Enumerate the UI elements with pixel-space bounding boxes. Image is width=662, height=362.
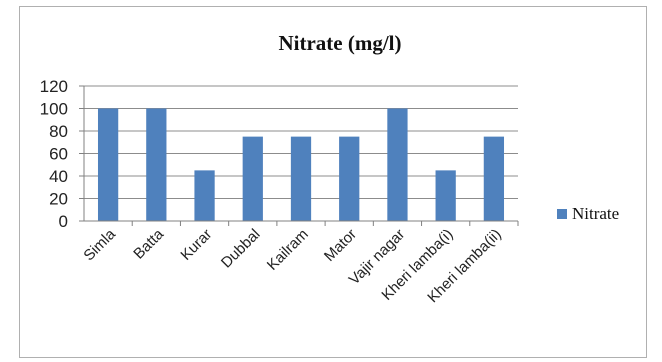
- legend-swatch-nitrate: [557, 209, 567, 219]
- bar-kailram: [290, 136, 312, 221]
- y-tick-label: 0: [59, 212, 68, 231]
- bar-batta: [146, 108, 167, 221]
- bars: [97, 108, 505, 221]
- x-category-label: Kurar: [177, 226, 215, 264]
- y-tick-label: 120: [40, 77, 68, 96]
- legend-label-nitrate: Nitrate: [572, 204, 619, 223]
- y-tick-label: 80: [49, 122, 68, 141]
- x-category-label: Kailram: [264, 226, 312, 274]
- bar-simla: [97, 108, 119, 221]
- y-tick-label: 20: [49, 190, 68, 209]
- chart-frame: [19, 6, 647, 358]
- y-tick-label: 40: [49, 167, 68, 186]
- y-tick-label: 60: [49, 145, 68, 164]
- bar-kurar: [194, 170, 215, 221]
- x-category-label: Batta: [130, 225, 167, 262]
- bar-kheri-lamba-i-: [435, 170, 456, 221]
- bar-vajir-nagar: [387, 108, 408, 221]
- y-tick-label: 100: [40, 100, 68, 119]
- bar-kheri-lamba-ii-: [483, 136, 505, 221]
- x-category-label: Mator: [321, 226, 360, 265]
- bar-dubbal: [242, 136, 263, 221]
- x-category-label: Dubbal: [218, 226, 264, 272]
- bar-mator: [339, 136, 360, 221]
- chart-title: Nitrate (mg/l): [278, 31, 401, 55]
- legend: Nitrate: [557, 204, 619, 223]
- x-category-label: Simla: [80, 225, 119, 264]
